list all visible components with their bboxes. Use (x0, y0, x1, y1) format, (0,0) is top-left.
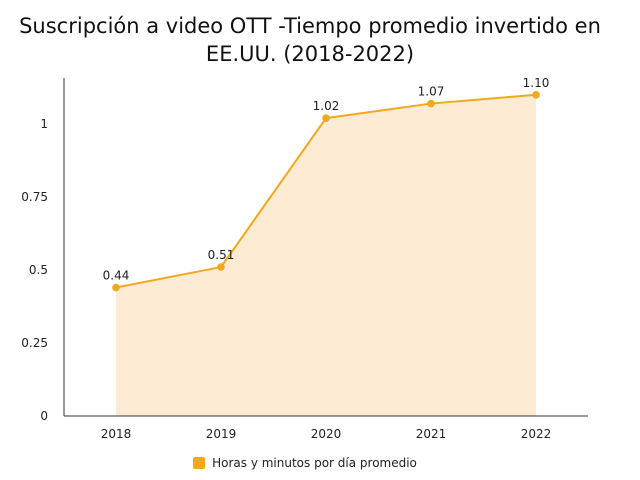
x-tick-label: 2019 (206, 427, 237, 441)
legend-swatch (193, 457, 206, 469)
data-label: 1.10 (523, 76, 550, 90)
data-label: 1.02 (313, 99, 340, 113)
legend: Horas y minutos por día promedio (0, 456, 610, 470)
y-tick-label: 0.5 (29, 263, 48, 277)
y-tick-label: 0.25 (21, 336, 48, 350)
data-label: 1.07 (418, 85, 445, 99)
x-tick-label: 2018 (101, 427, 132, 441)
legend-label: Horas y minutos por día promedio (212, 456, 417, 470)
data-point (532, 91, 540, 99)
data-label: 0.44 (103, 269, 130, 283)
data-point (112, 283, 120, 292)
x-tick-label: 2022 (521, 427, 552, 441)
y-tick-labels: 0 0.25 0.5 0.75 1 (21, 117, 48, 423)
data-labels-layer: 0.44 0.51 1.02 1.07 1.10 (103, 76, 550, 283)
axes (63, 78, 588, 417)
data-point (322, 114, 330, 122)
y-tick-label: 0 (40, 409, 48, 423)
data-point (217, 263, 225, 271)
x-tick-label: 2021 (416, 427, 447, 441)
y-tick-label: 1 (40, 117, 48, 131)
chart-title: Suscripción a video OTT -Tiempo promedio… (19, 14, 601, 66)
x-tick-labels: 2018 2019 2020 2021 2022 (101, 427, 552, 441)
data-point (427, 99, 435, 108)
x-tick-label: 2020 (311, 427, 342, 441)
area-fill-layer (116, 94, 536, 417)
y-tick-label: 0.75 (21, 190, 48, 204)
data-label: 0.51 (208, 248, 235, 262)
area-fill (116, 94, 536, 417)
series-points-layer (112, 91, 540, 292)
